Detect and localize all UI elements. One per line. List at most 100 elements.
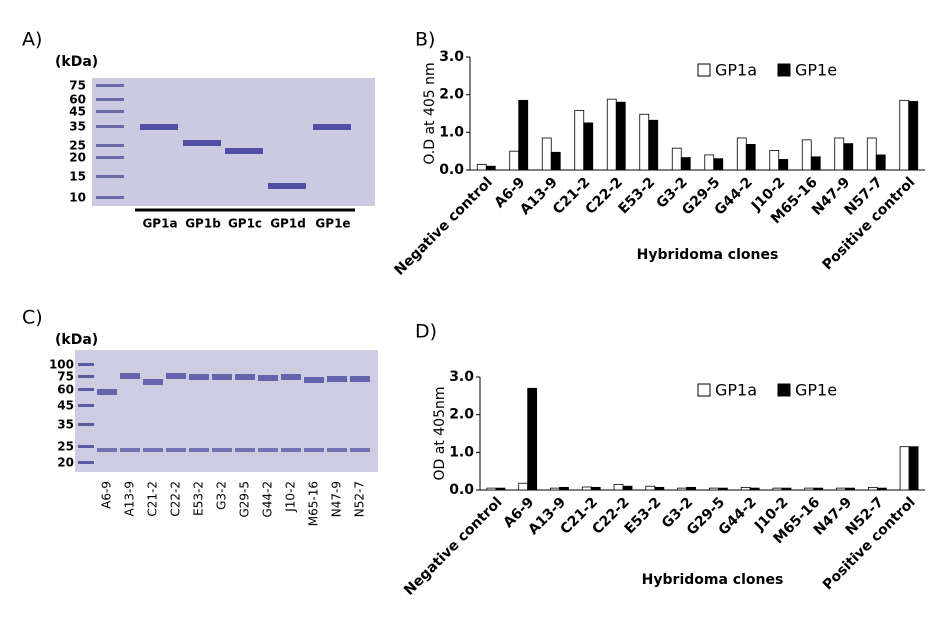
- bar: [615, 101, 626, 171]
- bar: [778, 159, 789, 171]
- bar: [527, 387, 538, 491]
- bar: [810, 156, 821, 171]
- lane-label: N47-9: [330, 481, 344, 517]
- gel-band: [327, 376, 347, 382]
- marker-label: 20: [69, 151, 86, 165]
- panel-label: A): [22, 29, 42, 51]
- bar: [639, 113, 650, 171]
- lane-label: J10-2: [284, 481, 298, 513]
- gel-band: [225, 148, 263, 154]
- bar: [495, 487, 506, 491]
- bar: [867, 486, 878, 491]
- y-tick-label: 0.0: [439, 162, 464, 178]
- legend-label: GP1a: [715, 61, 757, 80]
- bar: [875, 154, 886, 171]
- lane-label: GP1c: [228, 217, 262, 231]
- unit-label: (kDa): [55, 332, 98, 348]
- panel-label: C): [22, 307, 43, 329]
- ladder-band: [78, 375, 94, 378]
- bar: [509, 150, 520, 171]
- x-axis-title: Hybridoma clones: [642, 572, 784, 588]
- lane-label: G29-5: [238, 481, 252, 518]
- gel-band: [235, 374, 255, 380]
- x-tick-label: Negative control: [392, 174, 496, 278]
- ladder-band: [78, 423, 94, 426]
- lane-label: GP1a: [142, 217, 177, 231]
- lane-label: G3-2: [215, 481, 229, 510]
- bar: [518, 99, 529, 171]
- legend-label: GP1e: [795, 381, 837, 400]
- bar: [843, 143, 854, 171]
- bar: [708, 487, 719, 491]
- x-tick-label: C22-2: [583, 174, 626, 217]
- marker-label: 60: [57, 383, 74, 397]
- lane-label: M65-16: [307, 481, 321, 526]
- gel-band: [189, 374, 209, 380]
- bar: [813, 487, 824, 491]
- marker-label: 10: [69, 191, 86, 205]
- lane-label: C21-2: [146, 481, 160, 517]
- bar: [781, 487, 792, 491]
- legend-swatch: [777, 383, 791, 397]
- bar: [866, 137, 877, 171]
- bar: [686, 486, 697, 491]
- bar: [541, 137, 552, 171]
- bar: [518, 482, 529, 491]
- bar: [876, 487, 887, 491]
- lane-label: E53-2: [192, 481, 206, 516]
- bar: [908, 446, 919, 491]
- gel-band: [258, 448, 278, 452]
- legend-label: GP1a: [715, 381, 757, 400]
- gel-band: [350, 448, 370, 452]
- gel-band: [235, 448, 255, 452]
- bar: [574, 110, 585, 171]
- bar: [908, 101, 919, 171]
- ladder-band: [78, 404, 94, 407]
- x-tick-label: E53-2: [622, 494, 665, 537]
- gel-band: [120, 448, 140, 452]
- gel-band: [120, 373, 140, 379]
- lane-label: GP1d: [270, 217, 306, 231]
- lane-label: GP1e: [315, 217, 350, 231]
- legend-label: GP1e: [795, 61, 837, 80]
- x-axis-title: Hybridoma clones: [637, 247, 779, 263]
- gel-band: [212, 374, 232, 380]
- y-axis-title: OD at 405nm: [432, 386, 448, 480]
- y-axis-title: O.D at 405 nm: [422, 62, 438, 164]
- y-tick-label: 3.0: [439, 49, 464, 65]
- ladder-band: [78, 445, 94, 448]
- y-tick-label: 1.0: [449, 444, 474, 460]
- bar: [486, 487, 497, 491]
- bar: [804, 487, 815, 491]
- marker-label: 45: [69, 105, 86, 119]
- marker-label: 60: [69, 93, 86, 107]
- bar: [680, 157, 691, 171]
- ladder-band: [78, 461, 94, 464]
- bar: [749, 487, 760, 491]
- y-tick-label: 2.0: [449, 407, 474, 423]
- bar: [736, 137, 747, 171]
- legend-swatch: [777, 63, 791, 77]
- ladder-band: [96, 156, 124, 159]
- ladder-band: [78, 363, 94, 366]
- marker-label: 25: [69, 139, 86, 153]
- gel-band: [166, 373, 186, 379]
- y-tick-label: 0.0: [449, 482, 474, 498]
- bar: [717, 487, 728, 491]
- marker-label: 75: [69, 79, 86, 93]
- gel-band: [166, 448, 186, 452]
- bar: [654, 486, 665, 491]
- marker-label: 25: [57, 440, 74, 454]
- ladder-band: [96, 175, 124, 178]
- marker-label: 15: [69, 170, 86, 184]
- bar: [645, 485, 656, 491]
- x-tick-label: Negative control: [401, 494, 505, 598]
- ladder-band: [96, 144, 124, 147]
- ladder-band: [96, 98, 124, 101]
- gel-band: [258, 375, 278, 381]
- bar: [677, 487, 688, 491]
- bar: [550, 151, 561, 171]
- bar: [550, 487, 560, 491]
- gel-band: [281, 448, 301, 452]
